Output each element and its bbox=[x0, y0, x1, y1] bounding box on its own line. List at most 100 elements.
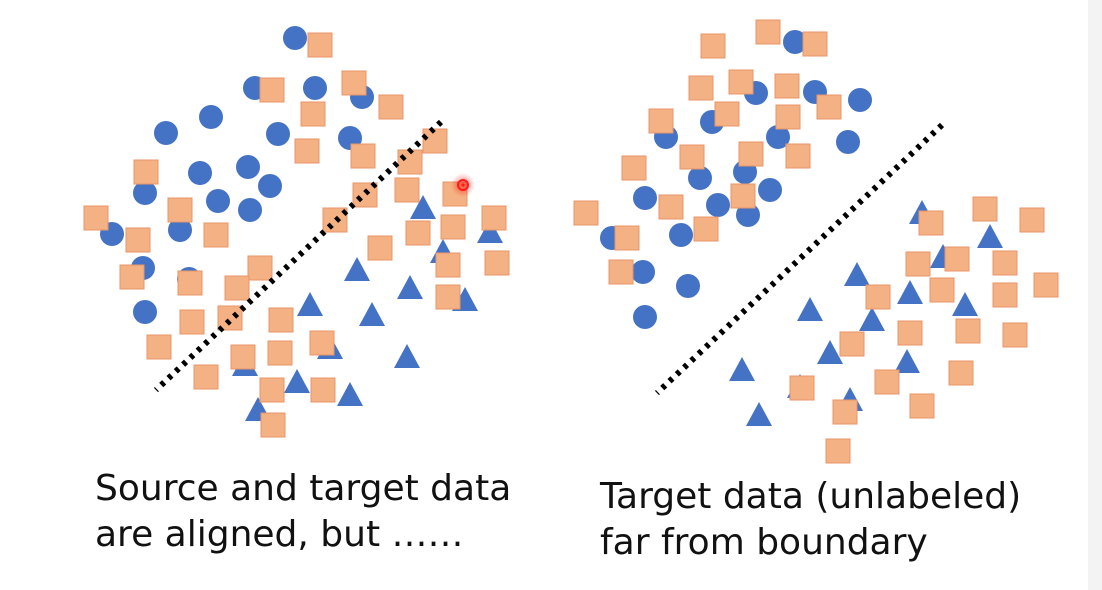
class-a-circle bbox=[238, 198, 262, 222]
target-square bbox=[608, 259, 634, 285]
class-a-circle bbox=[836, 130, 860, 154]
class-a-circle bbox=[783, 30, 807, 54]
target-square bbox=[422, 128, 448, 154]
laser-pointer-icon bbox=[451, 173, 475, 197]
target-square bbox=[816, 94, 842, 120]
class-b-triangle bbox=[359, 302, 385, 326]
target-square bbox=[730, 183, 756, 209]
class-b-triangle bbox=[477, 219, 503, 243]
target-square bbox=[1033, 272, 1059, 298]
target-square bbox=[203, 222, 229, 248]
class-a-circle bbox=[168, 218, 192, 242]
left-caption-line-1: Source and target data bbox=[95, 468, 512, 509]
class-a-circle bbox=[669, 223, 693, 247]
target-square bbox=[179, 309, 205, 335]
target-square bbox=[267, 340, 293, 366]
right-caption: Target data (unlabeled) far from boundar… bbox=[600, 474, 1021, 566]
target-square bbox=[948, 360, 974, 386]
target-square bbox=[955, 318, 981, 344]
target-square bbox=[700, 33, 726, 59]
target-square bbox=[259, 377, 285, 403]
target-square bbox=[378, 94, 404, 120]
target-square bbox=[929, 277, 955, 303]
target-square bbox=[785, 143, 811, 169]
class-b-triangle bbox=[977, 224, 1003, 248]
target-square bbox=[693, 216, 719, 242]
target-square bbox=[738, 141, 764, 167]
target-square bbox=[405, 220, 431, 246]
class-a-circle bbox=[258, 174, 282, 198]
target-square bbox=[367, 235, 393, 261]
target-square bbox=[679, 144, 705, 170]
target-square bbox=[775, 104, 801, 130]
target-square bbox=[259, 77, 285, 103]
class-b-triangle bbox=[394, 344, 420, 368]
left-caption-line-2: are aligned, but …… bbox=[95, 514, 464, 555]
target-square bbox=[352, 182, 378, 208]
target-square bbox=[119, 264, 145, 290]
class-a-circle bbox=[736, 203, 760, 227]
target-square bbox=[247, 255, 273, 281]
target-square bbox=[755, 19, 781, 45]
target-square bbox=[774, 73, 800, 99]
class-b-triangle bbox=[859, 307, 885, 331]
right-caption-line-2: far from boundary bbox=[600, 522, 928, 563]
class-a-circle bbox=[188, 161, 212, 185]
target-square bbox=[918, 210, 944, 236]
target-square bbox=[484, 250, 510, 276]
target-square bbox=[146, 334, 172, 360]
target-square bbox=[309, 330, 335, 356]
target-square bbox=[992, 250, 1018, 276]
class-b-triangle bbox=[894, 349, 920, 373]
class-a-circle bbox=[706, 193, 730, 217]
target-square bbox=[1002, 322, 1028, 348]
target-square bbox=[865, 284, 891, 310]
target-square bbox=[825, 438, 851, 464]
target-square bbox=[435, 284, 461, 310]
class-a-circle bbox=[676, 274, 700, 298]
target-square bbox=[897, 320, 923, 346]
class-a-circle bbox=[688, 166, 712, 190]
target-square bbox=[83, 205, 109, 231]
class-b-triangle bbox=[397, 275, 423, 299]
target-square bbox=[481, 205, 507, 231]
target-square bbox=[260, 412, 286, 438]
target-square bbox=[167, 197, 193, 223]
target-square bbox=[789, 375, 815, 401]
class-a-circle bbox=[266, 122, 290, 146]
target-square bbox=[621, 155, 647, 181]
class-a-circle bbox=[848, 88, 872, 112]
window-edge-strip bbox=[1088, 0, 1102, 590]
class-b-triangle bbox=[844, 262, 870, 286]
class-a-circle bbox=[236, 155, 260, 179]
target-square bbox=[435, 252, 461, 278]
target-square bbox=[193, 364, 219, 390]
class-a-circle bbox=[766, 125, 790, 149]
target-square bbox=[658, 194, 684, 220]
class-a-circle bbox=[633, 305, 657, 329]
target-square bbox=[307, 32, 333, 58]
target-square bbox=[350, 143, 376, 169]
target-square bbox=[177, 270, 203, 296]
class-a-circle bbox=[206, 189, 230, 213]
target-square bbox=[944, 246, 970, 272]
target-square bbox=[992, 282, 1018, 308]
target-square bbox=[310, 377, 336, 403]
class-a-circle bbox=[283, 26, 307, 50]
left-panel bbox=[83, 26, 510, 438]
target-square bbox=[125, 227, 151, 253]
target-square bbox=[839, 331, 865, 357]
class-b-triangle bbox=[729, 357, 755, 381]
class-a-circle bbox=[133, 181, 157, 205]
class-b-triangle bbox=[817, 340, 843, 364]
target-square bbox=[397, 149, 423, 175]
class-b-triangle bbox=[897, 280, 923, 304]
target-square bbox=[688, 75, 714, 101]
target-square bbox=[230, 344, 256, 370]
target-square bbox=[300, 101, 326, 127]
class-b-triangle bbox=[746, 402, 772, 426]
target-square bbox=[728, 69, 754, 95]
target-square bbox=[874, 369, 900, 395]
